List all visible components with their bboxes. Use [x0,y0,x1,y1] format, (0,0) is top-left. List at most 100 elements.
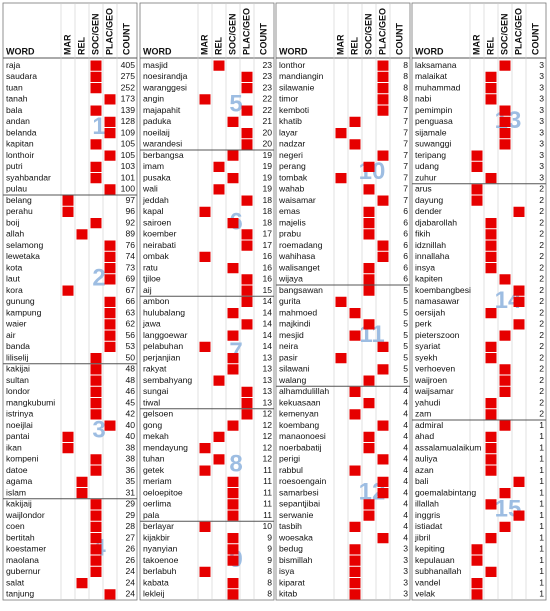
word: illallah [415,499,439,509]
word: warandesi [142,139,182,149]
word: paduka [143,116,171,126]
count: 4 [403,454,408,464]
word: arus [415,184,432,194]
count: 20 [262,127,272,137]
category-mark [485,398,497,409]
category-mark [104,308,116,319]
category-mark [363,285,375,296]
count: 3 [403,566,408,576]
word: ikan [6,442,22,452]
category-mark [363,206,375,217]
word: rabbul [279,465,303,475]
count: 2 [539,307,544,317]
word: waisamar [278,195,316,205]
count: 11 [263,465,272,475]
category-mark [241,229,253,240]
category-mark [377,83,389,94]
word: prabu [279,229,301,239]
column-header: SOC/GEN [363,13,373,55]
category-mark [471,195,483,206]
word: oeloepitoe [143,487,183,497]
word: allah [6,229,24,239]
category-mark [513,296,525,307]
word: maolana [6,555,39,565]
count: 18 [262,206,272,216]
category-mark [227,420,239,431]
column-header: SOC/GEN [90,13,100,55]
count: 63 [125,307,135,317]
category-mark [363,510,375,521]
count: 6 [403,251,408,261]
word: muhammad [415,82,461,92]
word: pusaka [143,172,171,182]
count: 48 [125,375,135,385]
word: laksamana [415,60,457,70]
category-mark [513,285,525,296]
count: 2 [539,296,544,306]
category-mark [227,263,239,274]
word: noerbabatij [279,442,322,452]
count: 26 [125,555,135,565]
category-mark [62,431,74,442]
word: namasawar [415,296,460,306]
word: mesjid [279,330,304,340]
word: serwanie [279,510,314,520]
category-mark [377,94,389,105]
category-mark [499,60,511,71]
count: 69 [125,274,135,284]
word: kabata [143,577,169,587]
category-mark [241,128,253,139]
panel-border [411,2,547,601]
category-mark [227,173,239,184]
word: silawanie [279,82,315,92]
category-mark [485,499,497,510]
category-mark [349,578,361,589]
count: 73 [125,262,135,272]
category-mark [363,398,375,409]
count: 3 [403,555,408,565]
category-mark [513,476,525,487]
category-mark [377,240,389,251]
word: insya [415,262,435,272]
category-mark [363,431,375,442]
category-mark [485,263,497,274]
count: 9 [267,532,272,542]
count: 22 [262,94,272,104]
word: timor [279,94,298,104]
category-mark [349,589,361,600]
count: 8 [267,589,272,599]
category-mark [213,60,225,71]
category-mark [90,510,102,521]
word: lewetaka [6,251,40,261]
count: 4 [403,499,408,509]
count: 2 [539,330,544,340]
word: admiral [415,420,443,430]
category-mark [363,263,375,274]
word: belanda [6,127,37,137]
category-mark [90,375,102,386]
count: 3 [539,60,544,70]
category-mark [241,285,253,296]
count: 19 [262,161,272,171]
word-header: WORD [6,46,35,56]
count: 1 [539,532,544,542]
column-header: MAR [471,34,481,55]
count: 24 [125,577,135,587]
category-mark [199,566,211,577]
category-mark [471,161,483,172]
word: samarbesi [279,487,319,497]
category-mark [471,589,483,600]
category-mark [377,71,389,82]
word: tuhan [143,454,165,464]
count: 12 [262,420,272,430]
word: vandel [415,577,440,587]
word: rakyat [143,364,167,374]
count: 1 [539,442,544,452]
category-mark [241,409,253,420]
word: berlabuh [143,566,177,576]
word: jibril [414,532,430,542]
word: kiparat [279,577,305,587]
count: 275 [121,71,136,81]
word: liliselij [6,352,29,362]
count: 11 [263,510,272,520]
